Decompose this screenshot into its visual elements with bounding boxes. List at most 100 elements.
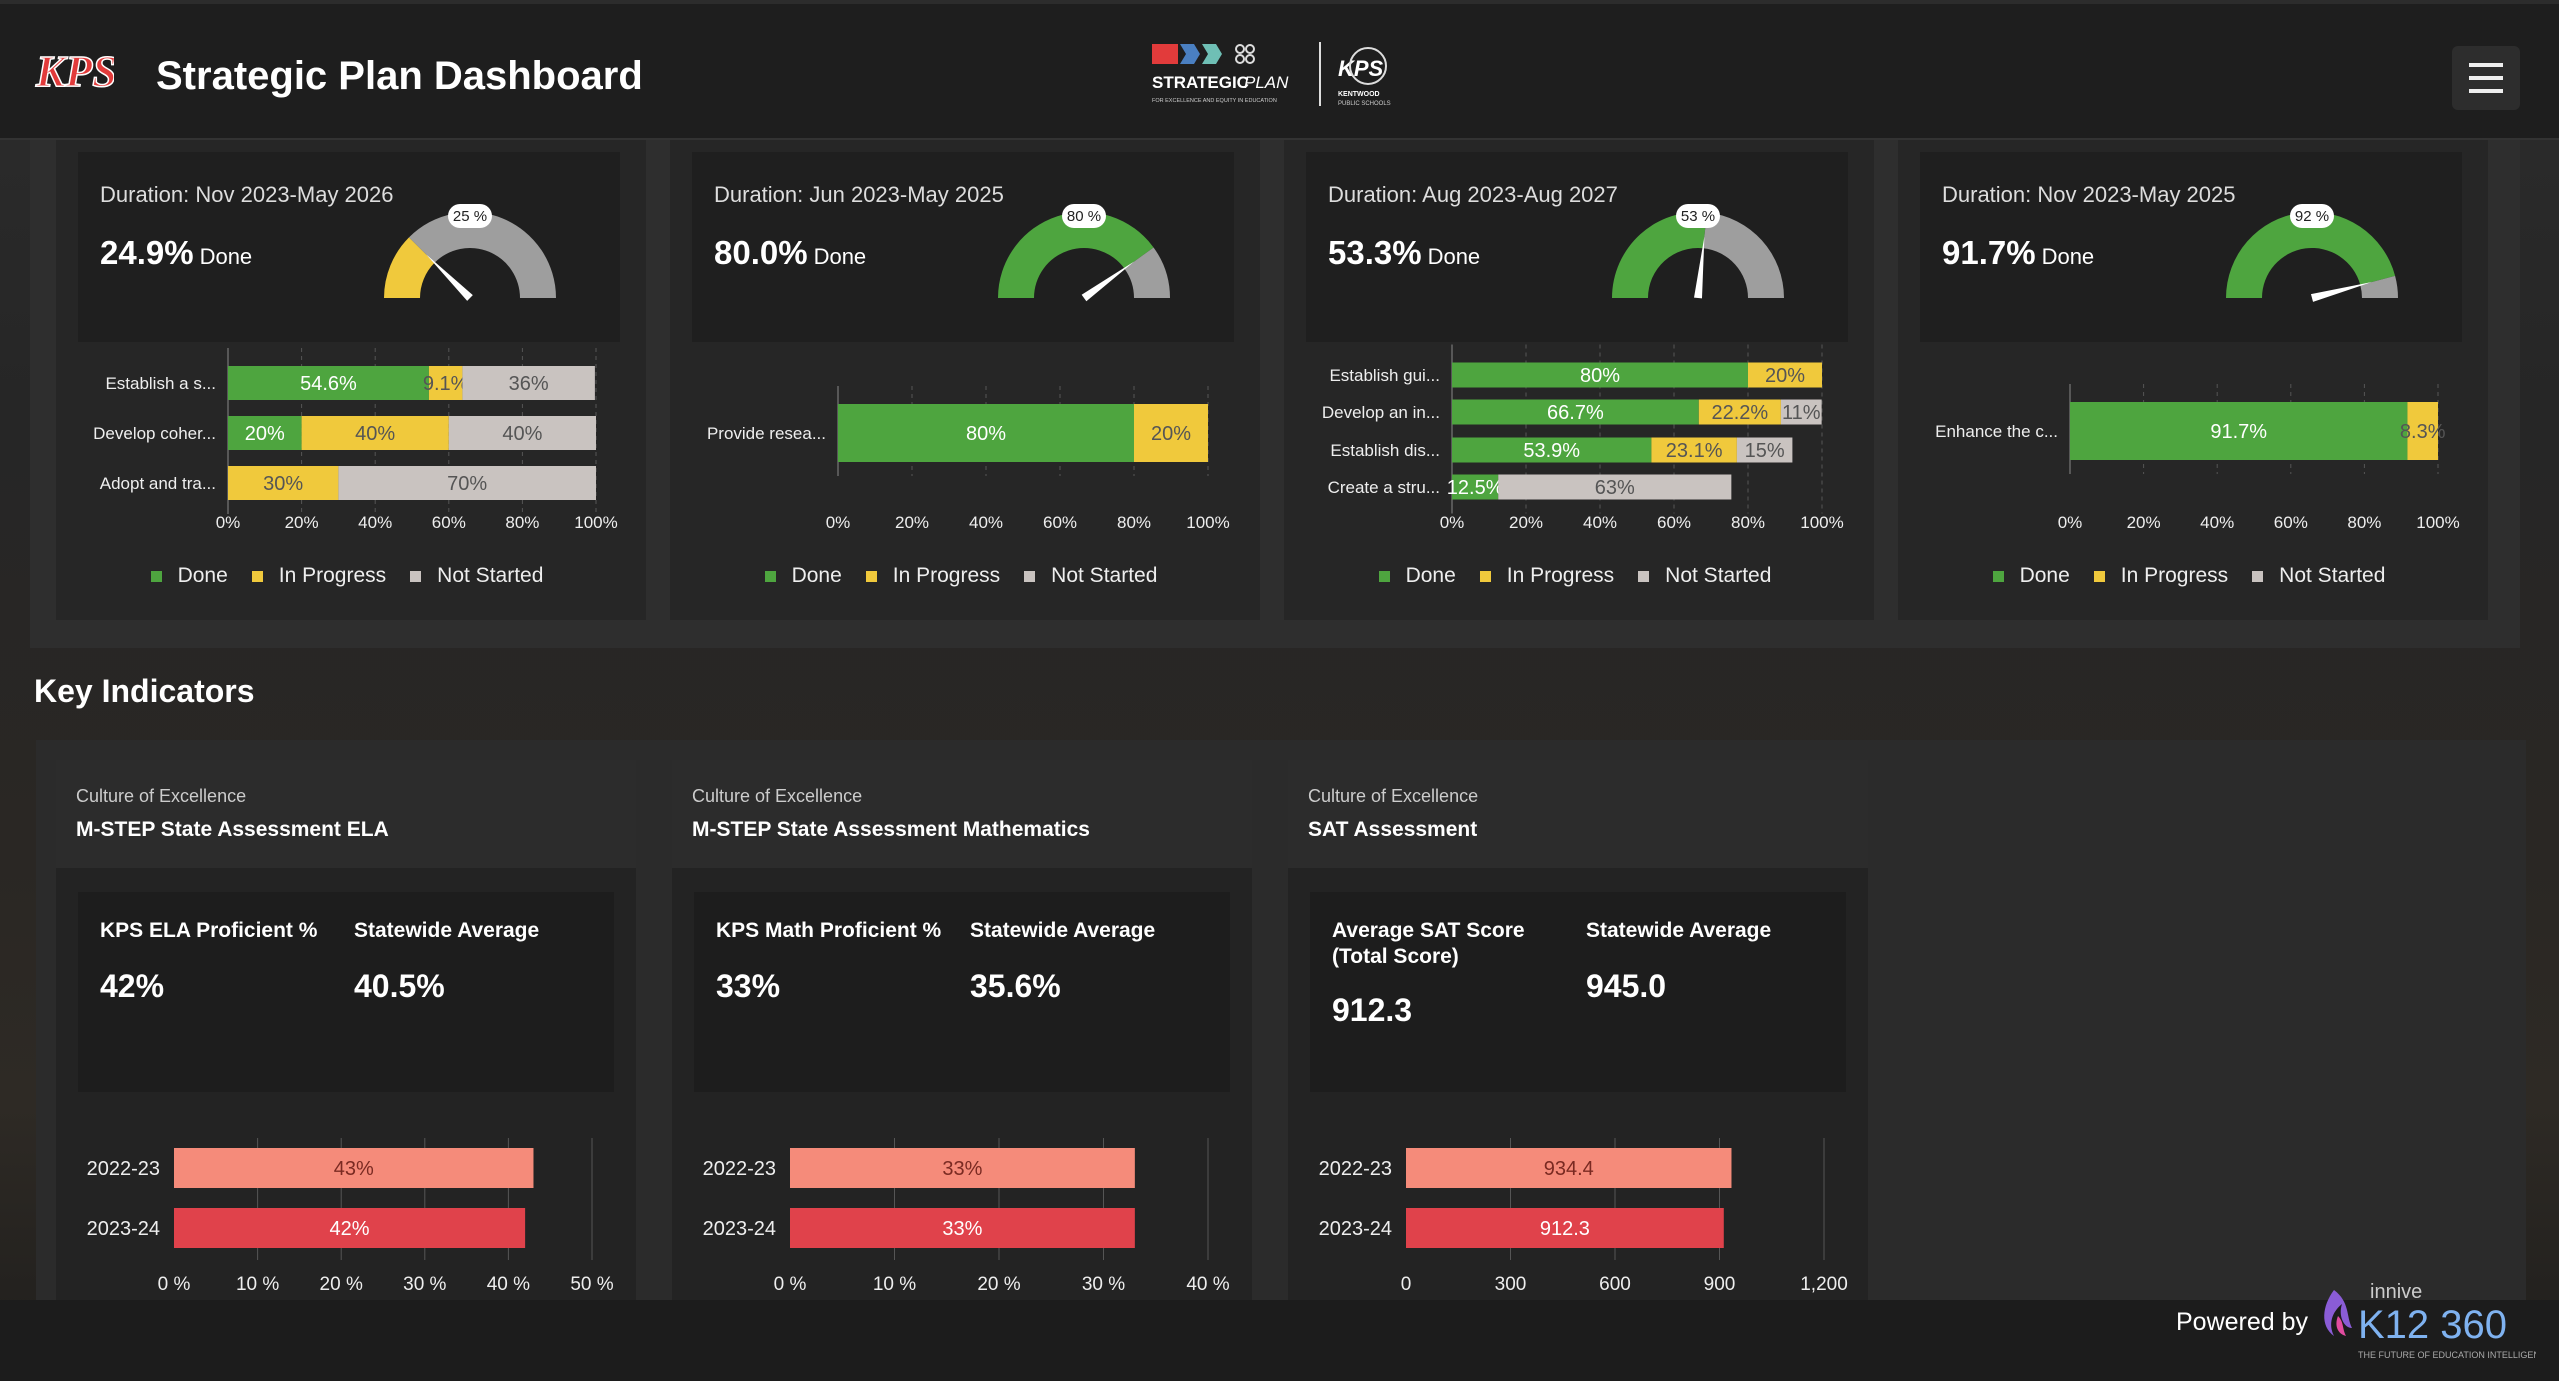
legend-label: Not Started: [437, 564, 544, 587]
goal-duration: Duration: Nov 2023-May 2026: [100, 182, 394, 207]
legend-swatch: [1378, 570, 1390, 582]
k12-360-logo: innive K12 360 THE FUTURE OF EDUCATION I…: [2324, 1281, 2536, 1360]
goal-done-label: Done: [813, 244, 867, 269]
legend-label: In Progress: [892, 564, 1001, 587]
goal-gauge: 25 %: [384, 204, 556, 301]
goal-done-label: Done: [1427, 244, 1481, 269]
legend-item-done: Done: [764, 564, 850, 588]
goal-gauge: 92 %: [2226, 204, 2398, 302]
legend-swatch: [764, 570, 776, 582]
legend-label: Done: [1405, 564, 1456, 587]
goal-percent-done: 80.0% Done: [714, 234, 866, 272]
metric-value-kps: 33%: [716, 968, 781, 1004]
chart-legend: Done In Progress Not Started: [1284, 564, 1874, 588]
legend-item-in-progress: In Progress: [1479, 564, 1622, 588]
indicator-card: Culture of Excellence M-STEP State Assess…: [56, 760, 636, 1305]
metric-value-kps: 912.3: [1332, 992, 1413, 1028]
app-header: KPS Strategic Plan Dashboard STRATEGIC P…: [0, 4, 2559, 140]
strategic-logo-line1: STRATEGIC: [1152, 73, 1249, 92]
metric-value-kps: 42%: [100, 968, 165, 1004]
legend-swatch: [150, 570, 162, 582]
gauge-needle: [426, 254, 473, 301]
legend-label: In Progress: [2120, 564, 2229, 587]
indicator-header: Culture of Excellence M-STEP State Assess…: [56, 760, 636, 868]
k12-tagline: THE FUTURE OF EDUCATION INTELLIGENCE: [2358, 1350, 2536, 1360]
page-title: Strategic Plan Dashboard: [156, 54, 643, 98]
metric-label-statewide: Statewide Average: [1586, 919, 1772, 942]
strategic-plan-logo: STRATEGIC PLAN FOR EXCELLENCE AND EQUITY…: [1152, 42, 1391, 107]
legend-swatch: [865, 570, 877, 582]
legend-label: Not Started: [1665, 564, 1772, 587]
legend-swatch: [1992, 570, 2004, 582]
goal-summary: Duration: Nov 2023-May 2026 24.9% Done 25 %: [78, 152, 620, 342]
chart-legend: Done In Progress Not Started: [1898, 564, 2488, 588]
goal-duration: Duration: Aug 2023-Aug 2027: [1328, 182, 1618, 207]
gauge-done-arc: [998, 212, 1154, 298]
hamburger-icon[interactable]: [2452, 46, 2520, 110]
goal-done-label: Done: [2041, 244, 2095, 269]
legend-label: In Progress: [278, 564, 387, 587]
goal-percent-done: 91.7% Done: [1942, 234, 2094, 272]
legend-swatch: [1638, 570, 1650, 582]
legend-item-done: Done: [1992, 564, 2078, 588]
gauge-label-bg: [1676, 204, 1720, 228]
gauge-label: 80 %: [1067, 208, 1101, 225]
gauge-remaining-arc: [408, 212, 556, 298]
legend-swatch: [1024, 570, 1036, 582]
goal-duration: Duration: Jun 2023-May 2025: [714, 182, 1004, 207]
goal-percent-value: 53.3%: [1328, 234, 1422, 271]
indicator-name: M-STEP State Assessment Mathematics: [692, 818, 1090, 841]
legend-label: Done: [177, 564, 228, 587]
legend-item-done: Done: [150, 564, 236, 588]
gauge-needle: [2310, 282, 2372, 302]
metric-label-statewide: Statewide Average: [970, 919, 1156, 942]
goal-duration: Duration: Nov 2023-May 2025: [1942, 182, 2236, 207]
legend-label: Done: [791, 564, 842, 587]
gauge-label: 53 %: [1681, 208, 1715, 225]
indicator-header: Culture of Excellence M-STEP State Assess…: [672, 760, 1252, 868]
gauge-remaining-arc: [2360, 275, 2398, 298]
goal-summary: Duration: Aug 2023-Aug 2027 53.3% Done 53 %: [1306, 152, 1848, 342]
footer: [0, 1300, 2559, 1381]
legend-swatch: [251, 570, 263, 582]
gauge-label-bg: [2290, 204, 2334, 228]
goal-card: Duration: Nov 2023-May 2026 24.9% Done 25 %…: [56, 140, 646, 620]
goal-gauge: 80 %: [998, 204, 1170, 302]
gauge-label: 92 %: [2295, 208, 2329, 225]
metric-label-kps: Average SAT Score (Total Score): [1332, 919, 1525, 968]
metric-value-statewide: 40.5%: [354, 968, 445, 1004]
goal-card: Duration: Nov 2023-May 2025 91.7% Done 92 %…: [1898, 140, 2488, 620]
goal-summary: Duration: Nov 2023-May 2025 91.7% Done 92 %: [1920, 152, 2462, 342]
legend-item-in-progress: In Progress: [2093, 564, 2236, 588]
gauge-done-arc: [2226, 212, 2396, 298]
goal-percent-value: 91.7%: [1942, 234, 2036, 271]
legend-label: Not Started: [1051, 564, 1158, 587]
indicator-card: Culture of Excellence SAT Assessment Avera…: [1288, 760, 1868, 1305]
legend-item-not-started: Not Started: [1024, 564, 1165, 588]
powered-by-text: Powered by: [2176, 1308, 2309, 1336]
k12-brand-top: innive: [2370, 1281, 2422, 1303]
gauge-needle: [1081, 261, 1135, 302]
chart-legend: Done In Progress Not Started: [56, 564, 646, 588]
indicator-metrics: KPS Math Proficient % Statewide Average 33…: [694, 892, 1230, 1092]
gauge-label: 25 %: [453, 208, 487, 225]
goal-done-label: Done: [199, 244, 253, 269]
goal-percent-done: 53.3% Done: [1328, 234, 1480, 272]
goal-card: Duration: Aug 2023-Aug 2027 53.3% Done 53 %…: [1284, 140, 1874, 620]
k12-brand: K12 360: [2358, 1303, 2507, 1347]
goal-percent-done: 24.9% Done: [100, 234, 252, 272]
goal-percent-value: 80.0%: [714, 234, 808, 271]
indicator-metrics: Average SAT Score (Total Score) Statewide…: [1310, 892, 1846, 1092]
indicator-header: Culture of Excellence SAT Assessment: [1288, 760, 1868, 868]
legend-item-not-started: Not Started: [2252, 564, 2393, 588]
metric-label-statewide: Statewide Average: [354, 919, 540, 942]
legend-item-done: Done: [1378, 564, 1464, 588]
legend-label: In Progress: [1506, 564, 1615, 587]
strategic-logo-tagline: FOR EXCELLENCE AND EQUITY IN EDUCATION: [1152, 98, 1277, 104]
legend-label: Done: [2019, 564, 2070, 587]
indicator-name: M-STEP State Assessment ELA: [76, 818, 389, 841]
kps-logo-text: KPS: [35, 47, 114, 96]
gauge-remaining-arc: [1124, 247, 1170, 298]
indicator-category: Culture of Excellence: [692, 786, 863, 806]
legend-item-not-started: Not Started: [410, 564, 551, 588]
